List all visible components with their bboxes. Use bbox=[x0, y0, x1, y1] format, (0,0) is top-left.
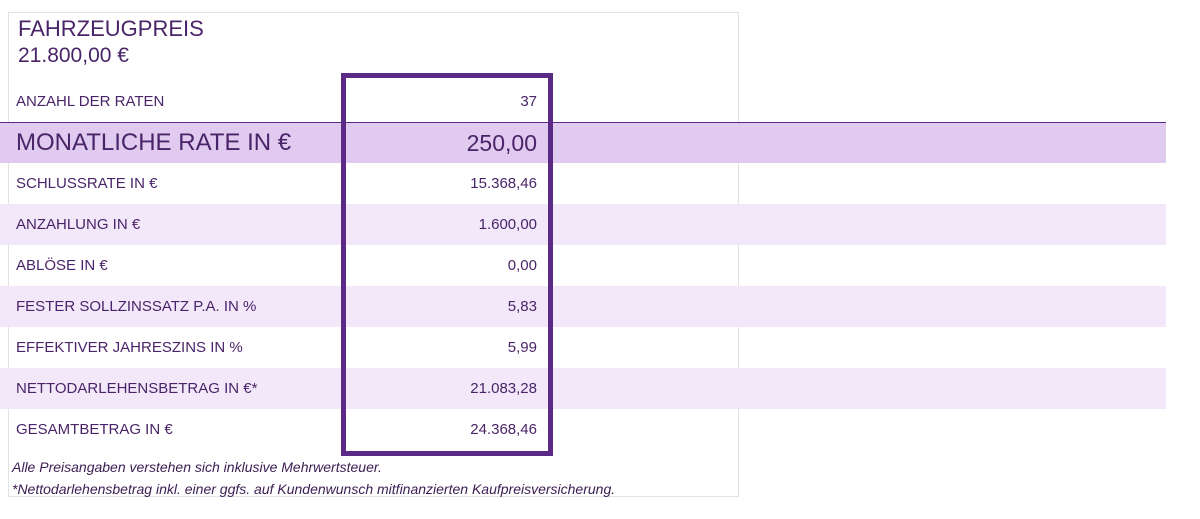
table-row: ABLÖSE IN € 0,00 bbox=[0, 245, 1166, 286]
row-label: ABLÖSE IN € bbox=[16, 257, 108, 274]
row-label: SCHLUSSRATE IN € bbox=[16, 175, 158, 192]
table-row: GESAMTBETRAG IN € 24.368,46 bbox=[0, 409, 1166, 450]
row-value: 1.600,00 bbox=[478, 216, 537, 233]
row-label: GESAMTBETRAG IN € bbox=[16, 421, 173, 438]
row-value: 0,00 bbox=[507, 257, 537, 274]
table-row: NETTODARLEHENSBETRAG IN €* 21.083,28 bbox=[0, 368, 1166, 409]
row-value: 37 bbox=[520, 93, 537, 110]
row-value: 21.083,28 bbox=[470, 380, 537, 397]
row-value: 24.368,46 bbox=[470, 421, 537, 438]
row-value: 5,99 bbox=[507, 339, 537, 356]
row-label: MONATLICHE RATE IN € bbox=[16, 129, 292, 156]
table-row: FESTER SOLLZINSSATZ P.A. IN % 5,83 bbox=[0, 286, 1166, 327]
frame bbox=[8, 12, 739, 497]
footnote: Alle Preisangaben verstehen sich inklusi… bbox=[12, 459, 382, 475]
row-value: 5,83 bbox=[507, 298, 537, 315]
table-row: ANZAHL DER RATEN 37 bbox=[0, 81, 1166, 122]
row-label: FESTER SOLLZINSSATZ P.A. IN % bbox=[16, 298, 257, 315]
table-row: SCHLUSSRATE IN € 15.368,46 bbox=[0, 163, 1166, 204]
highlight-box bbox=[341, 73, 553, 456]
row-value: 250,00 bbox=[466, 130, 537, 156]
title: FAHRZEUGPREIS bbox=[18, 16, 204, 41]
table-row: MONATLICHE RATE IN € 250,00 bbox=[0, 122, 1166, 163]
price: 21.800,00 € bbox=[18, 44, 129, 67]
row-value: 15.368,46 bbox=[470, 175, 537, 192]
table-row: ANZAHLUNG IN € 1.600,00 bbox=[0, 204, 1166, 245]
row-label: ANZAHL DER RATEN bbox=[16, 93, 165, 110]
row-label: NETTODARLEHENSBETRAG IN €* bbox=[16, 380, 258, 397]
row-label: EFFEKTIVER JAHRESZINS IN % bbox=[16, 339, 243, 356]
table-row: EFFEKTIVER JAHRESZINS IN % 5,99 bbox=[0, 327, 1166, 368]
row-label: ANZAHLUNG IN € bbox=[16, 216, 141, 233]
footnote: *Nettodarlehensbetrag inkl. einer ggfs. … bbox=[12, 481, 616, 497]
